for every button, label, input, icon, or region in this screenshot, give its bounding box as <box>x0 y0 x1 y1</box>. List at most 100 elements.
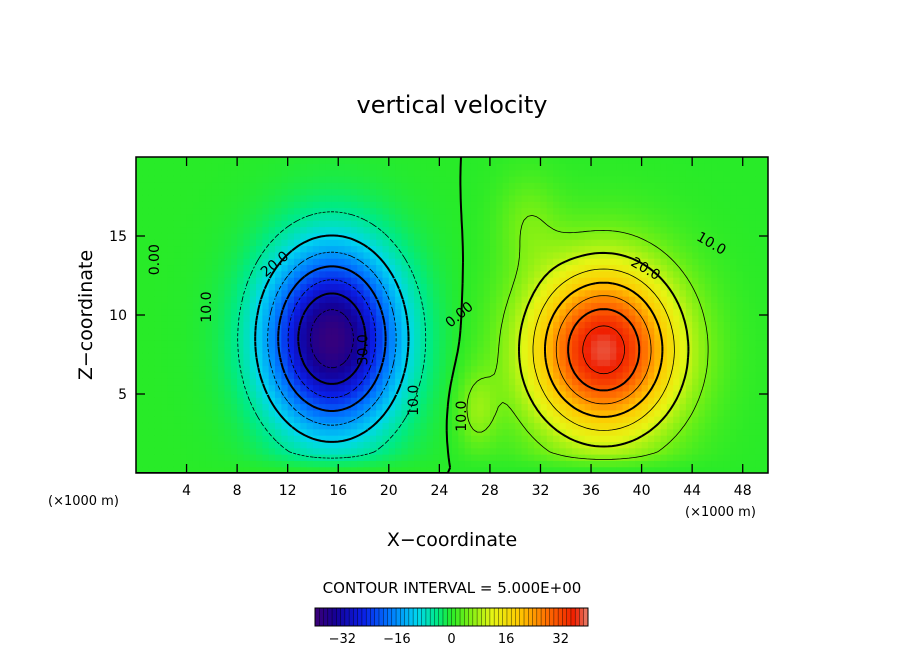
heatmap-cell <box>388 194 396 202</box>
heatmap-cell <box>407 422 415 430</box>
heatmap-cell <box>527 213 535 221</box>
heatmap-cell <box>395 352 403 360</box>
heatmap-cell <box>262 232 270 240</box>
heatmap-cell <box>616 182 624 190</box>
heatmap-cell <box>496 384 504 392</box>
heatmap-cell <box>521 422 529 430</box>
heatmap-cell <box>534 163 542 171</box>
heatmap-cell <box>445 371 453 379</box>
heatmap-cell <box>641 251 649 259</box>
heatmap-cell <box>433 397 440 405</box>
heatmap-cell <box>559 157 567 164</box>
heatmap-cell <box>483 194 491 202</box>
heatmap-cell <box>363 460 371 468</box>
heatmap-cell <box>742 296 750 303</box>
heatmap-cell <box>521 289 529 297</box>
heatmap-cell <box>730 163 737 171</box>
heatmap-cell <box>704 188 712 196</box>
heatmap-cell <box>268 384 276 392</box>
heatmap-cell <box>622 220 630 228</box>
heatmap-cell <box>704 277 712 284</box>
heatmap-cell <box>199 352 207 360</box>
heatmap-cell <box>300 163 308 171</box>
heatmap-cell <box>363 454 371 461</box>
heatmap-cell <box>698 289 706 297</box>
heatmap-cell <box>325 239 333 247</box>
heatmap-cell <box>761 220 768 228</box>
heatmap-cell <box>565 175 573 183</box>
heatmap-cell <box>628 245 636 253</box>
heatmap-cell <box>192 384 200 392</box>
heatmap-cell <box>704 169 712 177</box>
heatmap-cell <box>603 346 611 354</box>
heatmap-cell <box>742 428 750 436</box>
heatmap-cell <box>470 201 478 209</box>
heatmap-cell <box>357 416 365 424</box>
heatmap-cell <box>584 352 592 360</box>
heatmap-cell <box>622 277 630 284</box>
heatmap-cell <box>654 422 662 430</box>
heatmap-cell <box>433 175 440 183</box>
heatmap-cell <box>692 157 700 164</box>
heatmap-cell <box>723 270 731 278</box>
heatmap-cell <box>452 409 459 417</box>
heatmap-cell <box>654 390 662 398</box>
heatmap-cell <box>546 315 554 322</box>
heatmap-cell <box>559 283 567 291</box>
heatmap-cell <box>154 384 162 392</box>
heatmap-cell <box>439 422 447 430</box>
heatmap-cell <box>622 296 630 303</box>
heatmap-cell <box>635 359 643 367</box>
heatmap-cell <box>673 277 681 284</box>
heatmap-cell <box>331 333 339 341</box>
heatmap-cell <box>350 384 358 392</box>
heatmap-cell <box>325 409 333 417</box>
heatmap-cell <box>439 194 447 202</box>
heatmap-cell <box>243 384 251 392</box>
heatmap-cell <box>192 359 200 367</box>
heatmap-cell <box>508 194 516 202</box>
heatmap-cell <box>711 251 719 259</box>
heatmap-cell <box>578 213 586 221</box>
heatmap-cell <box>306 264 314 272</box>
heatmap-cell <box>527 321 535 329</box>
heatmap-cell <box>660 428 668 436</box>
heatmap-cell <box>464 245 472 253</box>
heatmap-cell <box>325 447 333 455</box>
heatmap-cell <box>439 321 447 329</box>
heatmap-cell <box>704 239 712 247</box>
heatmap-cell <box>742 232 750 240</box>
heatmap-cell <box>660 283 668 291</box>
heatmap-cell <box>502 460 510 468</box>
heatmap-cell <box>136 283 143 291</box>
heatmap-cell <box>660 359 668 367</box>
heatmap-cell <box>230 289 238 297</box>
heatmap-cell <box>559 352 567 360</box>
heatmap-cell <box>369 333 377 341</box>
heatmap-cell <box>559 378 567 386</box>
heatmap-cell <box>388 207 396 215</box>
heatmap-cell <box>211 397 219 405</box>
heatmap-cell <box>635 371 643 379</box>
heatmap-cell <box>268 428 276 436</box>
heatmap-cell <box>369 308 377 316</box>
heatmap-cell <box>736 466 744 473</box>
heatmap-cell <box>502 466 510 473</box>
heatmap-cell <box>420 251 428 259</box>
heatmap-cell <box>591 435 598 442</box>
heatmap-cell <box>205 270 213 278</box>
heatmap-cell <box>477 182 485 190</box>
heatmap-cell <box>414 296 421 303</box>
heatmap-cell <box>407 289 415 297</box>
heatmap-cell <box>723 409 731 417</box>
heatmap-cell <box>565 397 573 405</box>
heatmap-cell <box>527 384 535 392</box>
heatmap-cell <box>357 220 365 228</box>
heatmap-cell <box>136 409 143 417</box>
heatmap-cell <box>679 346 687 354</box>
heatmap-cell <box>338 169 346 177</box>
heatmap-cell <box>749 346 756 354</box>
heatmap-cell <box>698 447 706 455</box>
heatmap-cell <box>679 409 687 417</box>
heatmap-cell <box>565 441 573 449</box>
